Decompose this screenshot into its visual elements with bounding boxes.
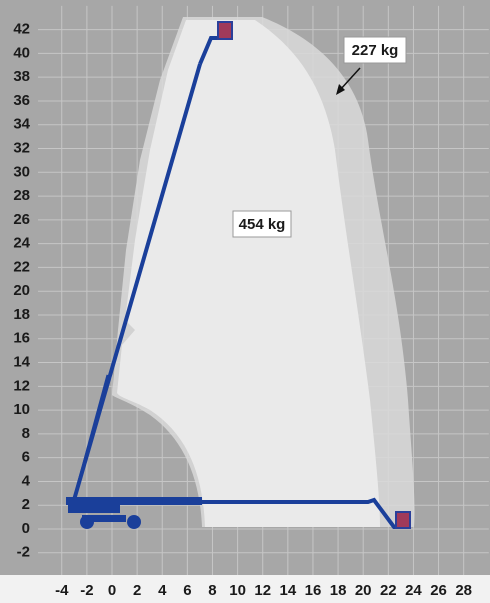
y-tick-label: 6 — [22, 449, 30, 466]
y-tick-label: 22 — [13, 258, 30, 275]
x-tick-label: 14 — [279, 582, 296, 599]
axle — [82, 515, 126, 522]
y-tick-label: 10 — [13, 401, 30, 418]
y-tick-label: 30 — [13, 163, 30, 180]
y-tick-label: 26 — [13, 211, 30, 228]
label-box — [232, 210, 292, 238]
y-tick-label: 18 — [13, 306, 30, 323]
x-tick-label: 0 — [108, 582, 116, 599]
boom — [72, 374, 110, 501]
envelope-inner — [117, 20, 380, 527]
y-tick-label: 24 — [13, 235, 30, 252]
x-tick-label: 16 — [305, 582, 322, 599]
y-tick-label: 38 — [13, 68, 30, 85]
y-tick-label: 40 — [13, 44, 30, 61]
y-tick-label: 8 — [22, 425, 30, 442]
x-tick-label: 8 — [208, 582, 216, 599]
annotation: 227 kg — [352, 42, 399, 59]
x-tick-label: 22 — [380, 582, 397, 599]
y-tick-label: 16 — [13, 330, 30, 347]
annotation: 454 kg — [239, 216, 286, 233]
x-tick-label: 12 — [254, 582, 271, 599]
x-tick-label: 18 — [330, 582, 347, 599]
wheel — [127, 515, 141, 529]
y-tick-label: 42 — [13, 21, 30, 38]
y-tick-label: 20 — [13, 282, 30, 299]
y-tick-label: -2 — [17, 544, 30, 561]
x-tick-label: -4 — [55, 582, 69, 599]
y-tick-label: 36 — [13, 92, 30, 109]
y-tick-label: 0 — [22, 520, 30, 537]
y-tick-label: 12 — [13, 377, 30, 394]
label-box — [343, 36, 407, 64]
x-tick-label: 2 — [133, 582, 141, 599]
basket — [395, 511, 411, 529]
basket — [217, 21, 233, 40]
x-tick-label: -2 — [80, 582, 93, 599]
y-tick-label: 32 — [13, 139, 30, 156]
arrow-head — [336, 84, 345, 95]
y-tick-label: 28 — [13, 187, 30, 204]
x-tick-label: 20 — [355, 582, 372, 599]
x-tick-label: 4 — [158, 582, 167, 599]
x-tick-label: 28 — [455, 582, 472, 599]
x-tick-label: 26 — [430, 582, 447, 599]
x-tick-label: 10 — [229, 582, 246, 599]
arrow — [339, 67, 361, 91]
y-tick-label: 14 — [13, 354, 30, 371]
y-tick-label: 34 — [13, 116, 30, 133]
y-tick-label: 2 — [22, 496, 30, 513]
wheel — [80, 515, 94, 529]
x-tick-label: 6 — [183, 582, 191, 599]
chassis — [66, 497, 202, 505]
x-tick-label: 24 — [405, 582, 422, 599]
y-tick-label: 4 — [22, 472, 31, 489]
chassis — [68, 504, 120, 513]
